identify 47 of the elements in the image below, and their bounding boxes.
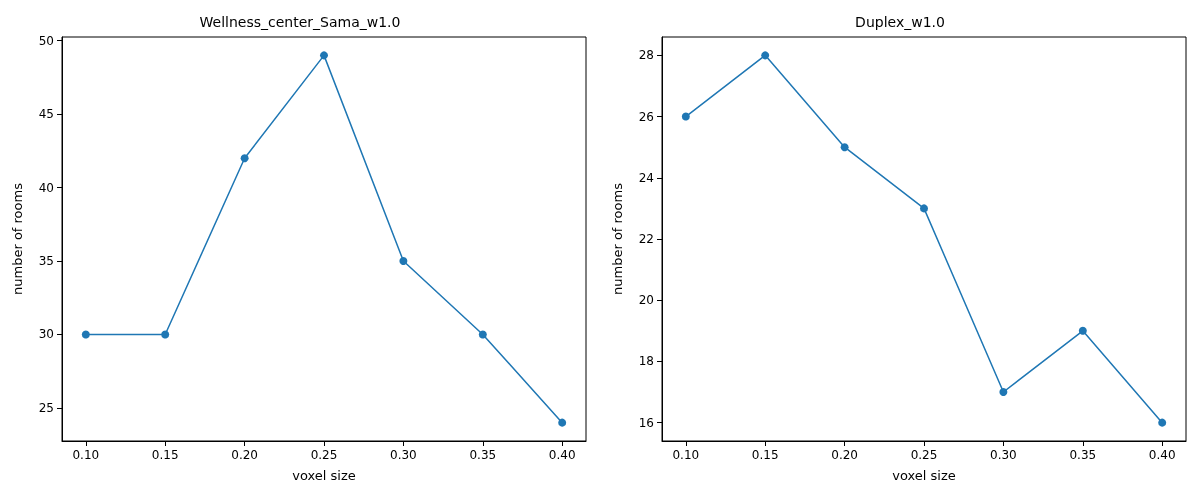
x-tick-label: 0.20 [231,448,258,462]
y-axis-title: number of rooms [610,182,625,295]
point [161,330,170,339]
point [761,51,770,60]
x-tick-label: 0.15 [751,448,779,462]
y-tick-label: 45 [38,107,54,122]
x-tick-label: 0.35 [469,448,497,462]
y-tick-label: 50 [38,33,54,48]
y-tick-label: 22 [638,232,654,246]
y-tick-label: 28 [638,48,654,63]
y-axis-title: number of rooms [10,182,25,295]
point [1158,418,1167,427]
chart-title: Wellness_center_Sama_w1.0 [199,14,401,30]
x-tick-label: 0.25 [910,448,938,462]
x-axis-title: voxel size [292,468,356,483]
x-tick-label: 0.40 [1148,448,1176,462]
y-tick-label: 16 [638,415,654,430]
point [999,388,1008,397]
x-tick-label: 0.40 [548,448,576,462]
point [1078,326,1087,335]
y-tick-label: 26 [638,109,654,124]
x-axis-title: voxel size [892,468,956,483]
point [681,112,690,121]
y-tick-label: 18 [638,354,654,369]
point [240,154,249,163]
point [920,204,928,213]
point [478,330,487,339]
x-tick-label: 0.10 [672,448,700,462]
y-tick-label: 35 [38,254,54,269]
y-tick-label: 25 [38,400,54,415]
y-tick-label: 24 [638,170,654,185]
y-tick-label: 40 [38,180,54,195]
x-tick-label: 0.15 [151,448,179,462]
x-tick-label: 0.35 [1069,448,1097,462]
point [81,330,90,339]
x-tick-label: 0.30 [390,448,417,462]
x-tick-label: 0.20 [831,448,858,462]
point [558,418,567,427]
chart-title: Duplex_w1.0 [855,14,945,30]
point [840,143,849,152]
x-tick-label: 0.25 [310,448,338,462]
x-tick-label: 0.30 [990,448,1017,462]
y-tick-label: 30 [38,327,54,342]
point [399,257,408,266]
x-tick-label: 0.10 [72,448,100,462]
y-tick-label: 20 [638,293,654,308]
point [320,51,328,60]
